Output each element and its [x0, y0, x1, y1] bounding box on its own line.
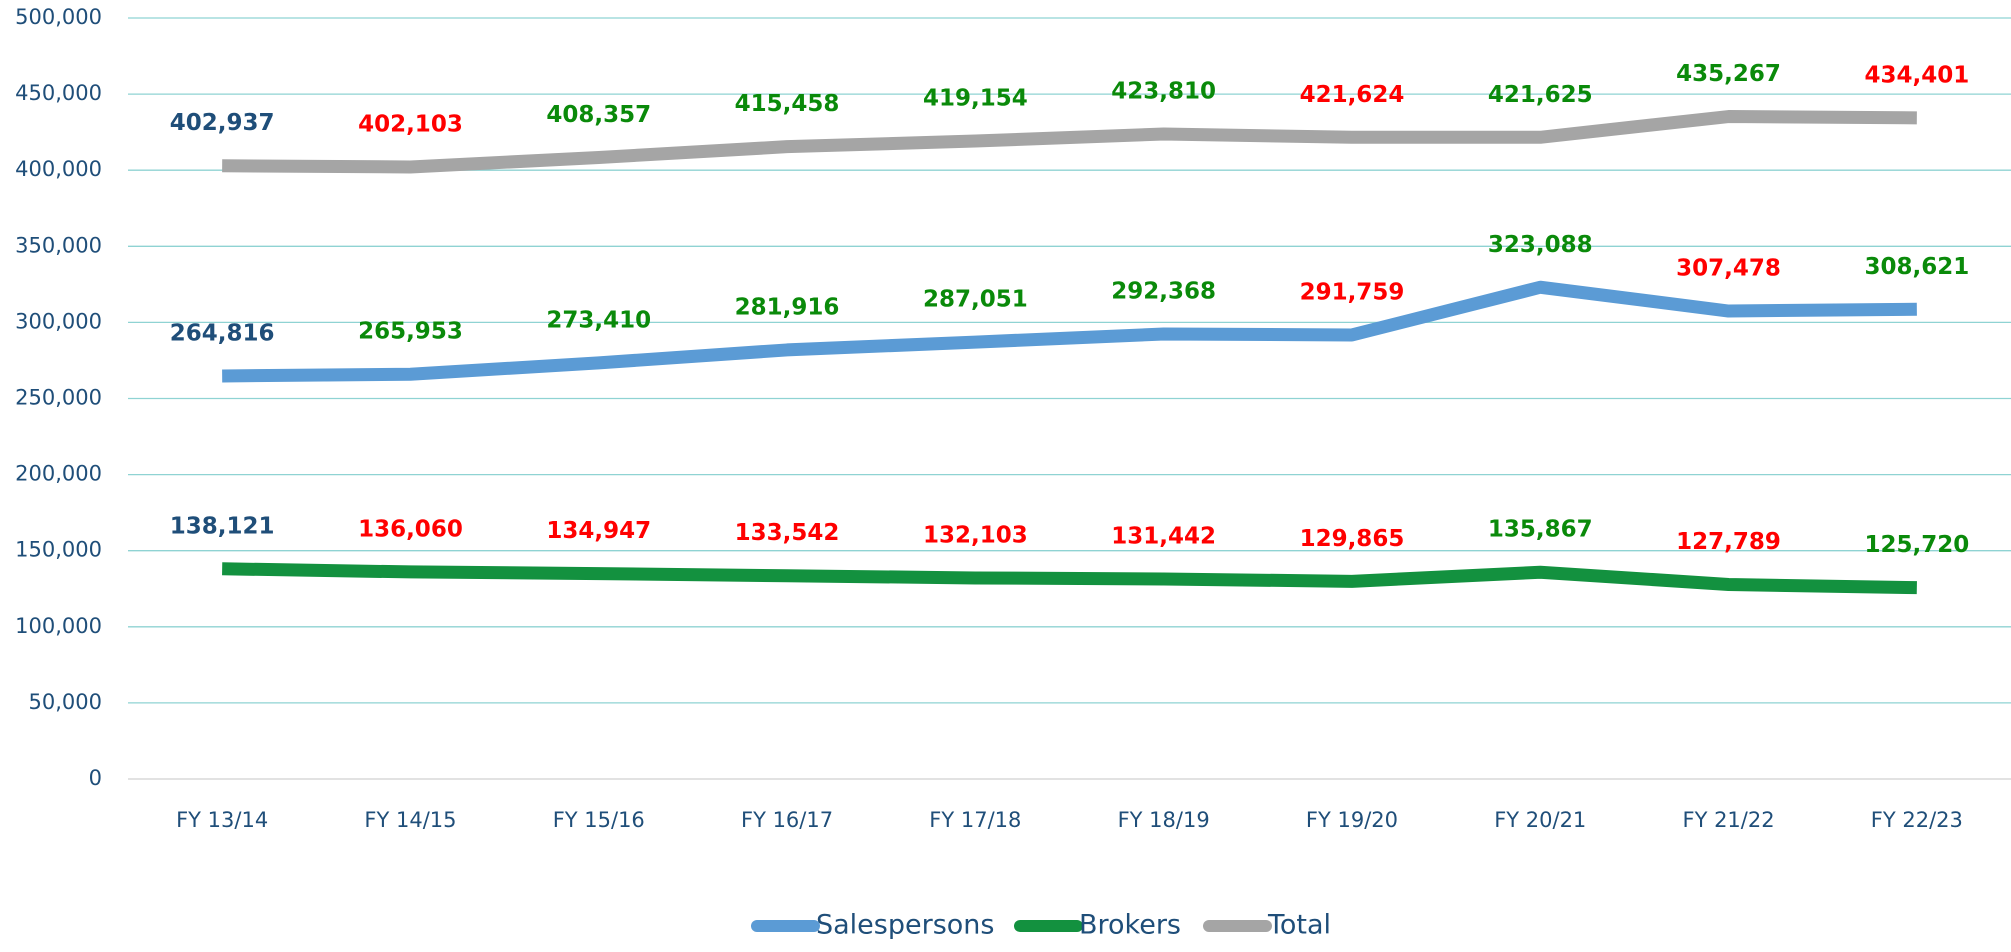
data-label: 133,542	[735, 520, 840, 546]
x-tick-label: FY 17/18	[929, 808, 1021, 832]
y-tick-label: 100,000	[15, 614, 102, 638]
data-label: 402,103	[358, 111, 463, 137]
legend-label: Salespersons	[816, 910, 994, 941]
legend-label: Brokers	[1079, 910, 1181, 941]
data-label: 308,621	[1864, 254, 1969, 280]
series-line	[222, 110, 1917, 174]
data-label: 129,865	[1300, 526, 1405, 552]
x-tick-label: FY 16/17	[741, 808, 833, 832]
y-tick-label: 500,000	[15, 5, 102, 29]
data-label: 136,060	[358, 516, 463, 542]
x-tick-label: FY 20/21	[1494, 808, 1586, 832]
data-label: 408,357	[546, 102, 651, 128]
data-label: 421,625	[1488, 82, 1593, 108]
data-label: 423,810	[1111, 78, 1216, 104]
series-line	[222, 562, 1917, 595]
data-label: 323,088	[1488, 232, 1593, 258]
data-label: 264,816	[170, 320, 275, 346]
x-tick-label: FY 14/15	[364, 808, 456, 832]
data-label: 265,953	[358, 319, 463, 345]
data-label: 435,267	[1676, 61, 1781, 87]
data-label: 307,478	[1676, 256, 1781, 282]
data-label: 434,401	[1864, 62, 1969, 88]
data-label: 421,624	[1300, 82, 1405, 108]
x-tick-label: FY 13/14	[176, 808, 268, 832]
data-label: 402,937	[170, 110, 275, 136]
data-label: 419,154	[923, 86, 1028, 112]
x-tick-label: FY 22/23	[1871, 808, 1963, 832]
legend-label: Total	[1267, 910, 1331, 941]
data-label: 125,720	[1864, 532, 1969, 558]
x-tick-label: FY 21/22	[1682, 808, 1774, 832]
y-tick-label: 350,000	[15, 233, 102, 257]
x-tick-label: FY 18/19	[1118, 808, 1210, 832]
data-label: 281,916	[735, 294, 840, 320]
y-tick-label: 450,000	[15, 81, 102, 105]
y-tick-label: 200,000	[15, 462, 102, 486]
data-label: 287,051	[923, 287, 1028, 313]
data-label: 131,442	[1111, 523, 1216, 549]
y-tick-label: 50,000	[29, 690, 102, 714]
x-tick-label: FY 19/20	[1306, 808, 1398, 832]
y-tick-label: 150,000	[15, 538, 102, 562]
data-label: 138,121	[170, 513, 275, 539]
data-label: 291,759	[1300, 279, 1405, 305]
data-label: 132,103	[923, 522, 1028, 548]
data-label: 127,789	[1676, 529, 1781, 555]
y-tick-label: 300,000	[15, 309, 102, 333]
data-label: 134,947	[546, 518, 651, 544]
data-label: 273,410	[546, 307, 651, 333]
data-label: 292,368	[1111, 279, 1216, 305]
y-tick-label: 250,000	[15, 386, 102, 410]
y-tick-label: 400,000	[15, 157, 102, 181]
data-label: 135,867	[1488, 517, 1593, 543]
series-line	[222, 280, 1917, 383]
data-label: 415,458	[735, 91, 840, 117]
y-tick-label: 0	[89, 766, 102, 790]
x-tick-label: FY 15/16	[553, 808, 645, 832]
